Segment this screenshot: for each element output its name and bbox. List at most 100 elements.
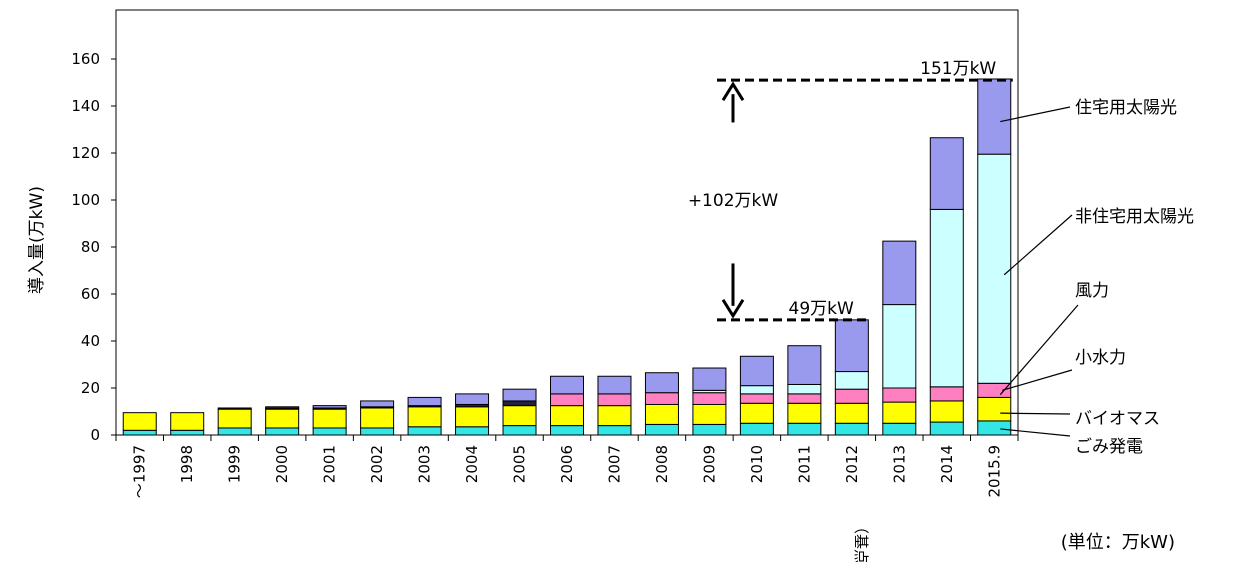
bar-segment-1-2009 [692, 423, 727, 436]
bar-segment-5-2014 [929, 208, 964, 388]
bar-segment-2-2002 [360, 407, 395, 429]
bar-segment-2-2008 [644, 403, 679, 425]
y-tick-label: 40 [81, 332, 100, 350]
legend-label: 小水力 [1075, 348, 1126, 368]
legend-leader-line [1002, 369, 1073, 391]
y-tick-label: 20 [81, 379, 100, 397]
legend-label: バイオマス [1075, 409, 1160, 429]
bar-segment-1-2008 [644, 423, 679, 436]
x-tick-label: 2009 [700, 445, 718, 483]
bar-segment-3-2013 [882, 387, 917, 403]
bar-segment-1-2001 [312, 427, 347, 436]
bar-segment-5-2015.9 [977, 153, 1012, 384]
legend-label: 非住宅用太陽光 [1075, 207, 1194, 227]
bar-segment-6-2004 [455, 393, 490, 405]
bar-segment-5-2012 [834, 371, 869, 390]
x-tick-label: 2007 [605, 445, 623, 483]
bar-segment-2-～1997 [122, 412, 157, 431]
x-tick-label: 2000 [273, 445, 291, 483]
legend-leader-line [1000, 428, 1071, 437]
annotation-151: 151万kW [920, 59, 996, 79]
bar-segment-1-2006 [550, 425, 584, 436]
bar-segment-6-2014 [929, 137, 964, 210]
x-tick-label: 2014 [938, 445, 956, 483]
bar-segment-2-1999 [217, 408, 252, 429]
x-tick-label: ～1997 [131, 445, 149, 498]
bar-segment-6-2000 [265, 406, 300, 409]
bar-segment-1-2000 [265, 427, 300, 436]
x-tick-label: 2013 [890, 445, 908, 483]
x-tick-label: 2004 [463, 445, 481, 483]
bar-segment-2-2004 [455, 406, 490, 428]
x-tick-label: 2006 [558, 445, 576, 483]
bar-segment-3-2006 [550, 393, 584, 407]
bar-segment-2-2003 [407, 406, 442, 428]
y-tick-label: 80 [81, 238, 100, 256]
bar-segment-6-2015.9 [977, 78, 1012, 155]
x-tick-sublabel: （基点） [852, 519, 870, 562]
x-tick-label: 2010 [748, 445, 766, 483]
bar-segment-1-2002 [360, 427, 395, 436]
bar-segment-6-2009 [692, 367, 727, 391]
bar-segment-6-2011 [787, 345, 822, 385]
bars-layer [122, 78, 1012, 436]
bar-segment-6-2001 [312, 405, 347, 409]
x-tick-label: 2005 [511, 445, 529, 483]
x-tick-label: 2003 [416, 445, 434, 483]
bar-segment-6-2010 [739, 355, 774, 387]
annotation-49: 49万kW [789, 299, 854, 319]
bar-segment-2-2010 [739, 402, 774, 424]
bar-segment-2-2012 [834, 402, 869, 424]
bar-segment-2-2013 [882, 401, 917, 424]
bar-segment-1-～1997 [122, 429, 157, 436]
x-tick-label: 2011 [795, 445, 813, 483]
x-tick-label: 2008 [653, 445, 671, 483]
bar-segment-1-1999 [217, 427, 252, 436]
bar-segment-3-2010 [739, 393, 774, 404]
bar-segment-1-2003 [407, 426, 442, 436]
bar-segment-1-2007 [597, 425, 632, 436]
legend-label: 風力 [1075, 281, 1109, 301]
x-tick-label: 1998 [178, 445, 196, 483]
bar-segment-3-2007 [597, 393, 632, 407]
annotation-diff: +102万kW [688, 191, 779, 211]
bar-segment-2-2007 [597, 405, 632, 427]
y-tick-label: 140 [71, 97, 100, 115]
bar-segment-1-2004 [455, 426, 490, 436]
bar-segment-6-2012 [834, 319, 869, 373]
y-tick-label: 160 [71, 50, 100, 68]
x-tick-label: 1999 [226, 445, 244, 483]
bar-segment-3-2012 [834, 388, 869, 404]
legend-label: ごみ発電 [1075, 437, 1143, 457]
bar-segment-1-2012 [834, 422, 869, 436]
bar-segment-3-2011 [787, 393, 822, 404]
bar-segment-1-2011 [787, 422, 822, 436]
bar-segment-1-2014 [929, 421, 964, 436]
bar-segment-2-2015.9 [977, 396, 1012, 422]
bar-segment-2-2011 [787, 402, 822, 424]
legend-leader-line [999, 304, 1079, 396]
bar-segment-5-2011 [787, 383, 822, 395]
bar-segment-3-2015.9 [977, 382, 1012, 398]
y-tick-label: 100 [71, 191, 100, 209]
y-tick-label: 0 [90, 426, 100, 444]
bar-segment-3-2009 [692, 392, 727, 405]
bar-segment-6-2005 [502, 388, 537, 402]
legend-label: 住宅用太陽光 [1075, 98, 1177, 118]
y-tick-label: 60 [81, 285, 100, 303]
bar-segment-4-1999 [217, 407, 252, 410]
legend-leader-line [1000, 412, 1071, 415]
bar-segment-5-2010 [739, 385, 774, 395]
legend-leader-line [1003, 214, 1073, 276]
axis-layer: 0 20 40 60 80 100 120 140 160 ～1997 1998 1999 2000 20… [71, 50, 1019, 562]
arrow-head-up [721, 81, 745, 101]
bar-segment-1-2010 [739, 422, 774, 436]
arrow-head-down [721, 299, 745, 319]
bar-segment-1-1998 [170, 429, 205, 436]
bar-segment-2-1998 [170, 412, 205, 431]
legend-leader-line [1000, 106, 1071, 123]
x-tick-label: 2001 [321, 445, 339, 483]
bar-segment-4-2005 [502, 400, 537, 407]
